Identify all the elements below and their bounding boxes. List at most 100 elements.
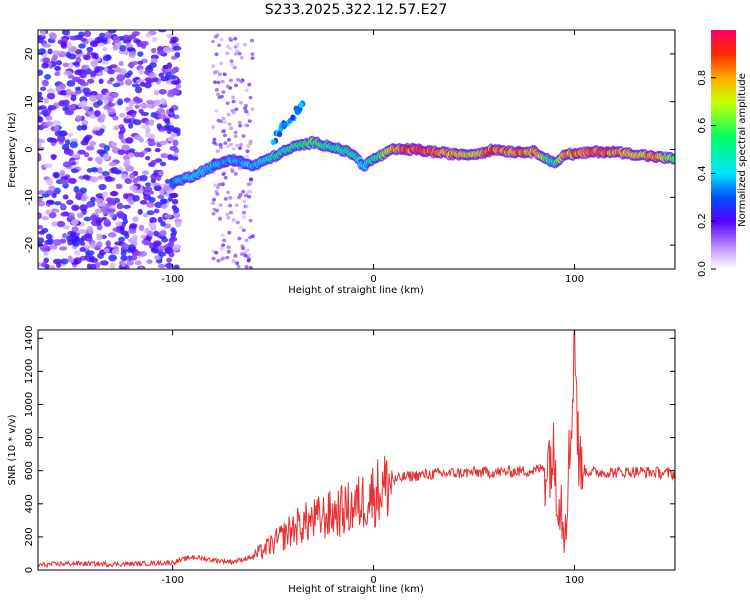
noise-point [244,238,249,243]
noise-point [61,233,68,239]
ridge-branch [270,139,276,146]
y-tick-label: 200 [24,527,35,546]
noise-point [231,110,236,115]
noise-point [102,55,111,62]
noise-point [125,114,131,120]
noise-point [122,204,131,209]
noise-point [219,246,224,251]
colorbar-ticks: 0.0 0.2 0.4 0.6 0.8 [697,70,716,277]
noise-point [225,84,230,89]
noise-point [240,244,245,248]
noise-point [211,211,216,216]
noise-point [244,109,249,114]
noise-point [51,154,57,161]
noise-point [45,115,53,121]
noise-point [227,230,232,235]
noise-point [138,266,144,269]
noise-point [38,200,46,207]
noise-point [170,80,180,85]
noise-point [120,250,127,257]
noise-point [56,220,66,228]
noise-point [168,107,175,113]
noise-point [249,38,254,43]
noise-point [43,257,50,264]
noise-point [67,149,74,157]
noise-point [170,227,176,233]
noise-point [231,146,236,151]
noise-point [212,80,217,84]
noise-point [229,126,234,131]
noise-point [38,153,42,161]
noise-point [233,134,238,139]
noise-point [167,136,175,142]
noise-point [244,88,249,93]
noise-point [233,130,238,135]
noise-point [47,48,53,55]
noise-point [172,127,181,134]
noise-point [52,120,61,126]
noise-point [154,148,161,153]
noise-point [150,159,157,165]
noise-point [138,151,145,158]
noise-point [214,52,219,57]
noise-point [86,250,95,256]
noise-point [217,95,222,100]
noise-point [63,99,70,107]
noise-point [238,142,243,147]
noise-point [228,36,233,41]
noise-point [226,249,231,254]
snr-x-ticks: -100 0 100 [161,330,584,586]
noise-point [60,212,67,217]
noise-point [107,107,116,115]
noise-point [233,36,238,41]
noise-point [144,127,151,134]
noise-point [218,145,223,150]
noise-point [158,88,167,95]
noise-point [217,72,222,77]
noise-point [78,43,86,49]
noise-point [171,156,179,161]
noise-point [235,261,240,266]
noise-point [95,208,102,214]
snr-series-line [38,330,675,569]
noise-point [72,241,80,247]
noise-point [64,139,71,146]
noise-point [121,144,130,152]
noise-point [247,82,252,87]
noise-point [50,208,60,213]
noise-point [234,107,239,112]
noise-point [238,79,243,84]
noise-point [157,194,165,199]
noise-point [46,199,55,204]
noise-point [98,78,104,85]
noise-point [41,193,50,198]
noise-point [105,240,112,248]
noise-point [67,255,73,263]
noise-point [115,183,123,190]
noise-point [40,86,47,92]
noise-point [220,182,225,187]
noise-point [250,107,255,111]
noise-point [160,221,166,227]
spectrogram-y-label: Frequency (Hz) [7,112,18,188]
noise-point [237,120,242,125]
noise-point [69,104,76,109]
noise-point [140,111,149,116]
noise-point [161,237,169,243]
noise-point [124,178,133,185]
chart-title: S233.2025.322.12.57.E27 [265,2,448,18]
noise-point [81,64,89,70]
noise-point [247,253,252,257]
noise-point [218,203,223,207]
colorbar-tick-label: 0.8 [697,70,708,86]
noise-point [110,141,118,147]
noise-point [44,121,54,127]
noise-point [147,230,154,237]
noise-point [94,198,104,203]
noise-point [236,264,241,269]
noise-point [97,42,105,47]
noise-point [154,255,162,261]
noise-point [86,51,93,56]
noise-point [123,97,131,103]
